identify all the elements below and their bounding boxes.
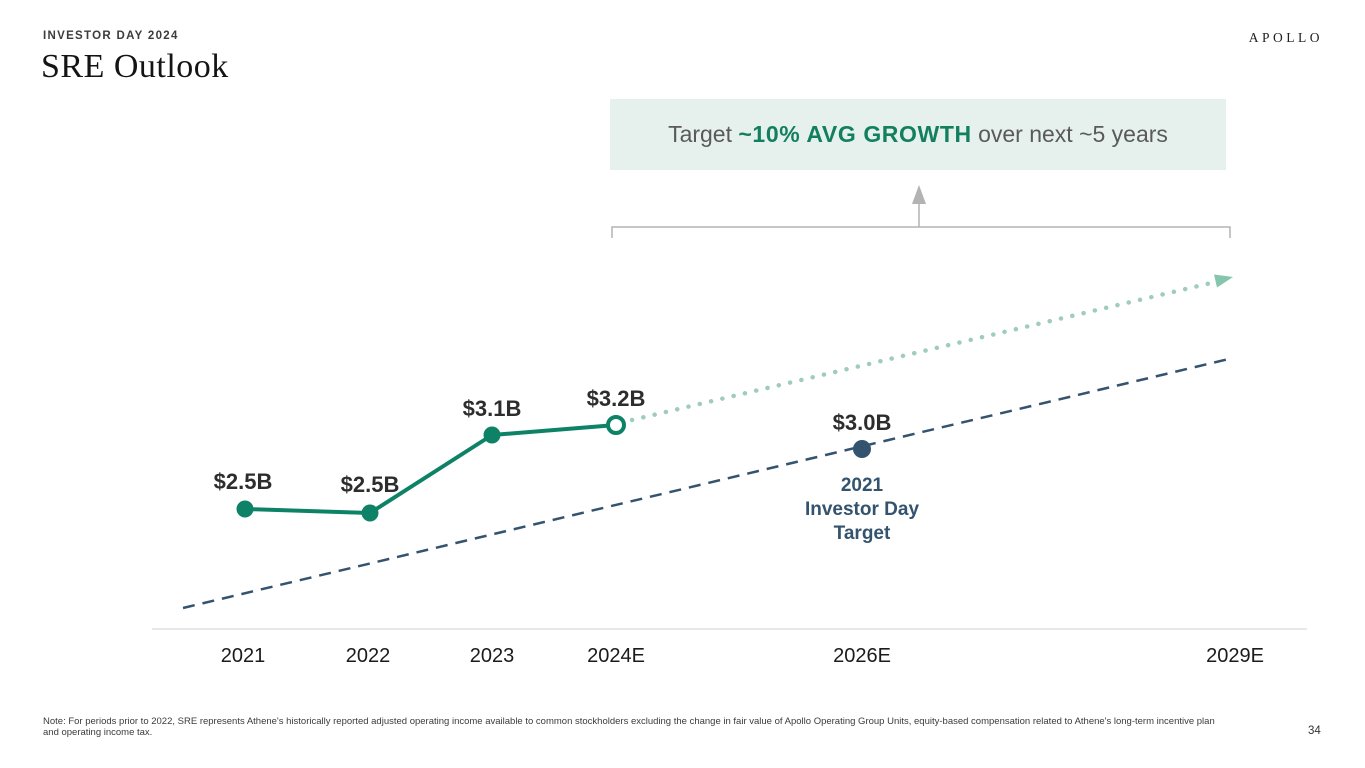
eyebrow-label: INVESTOR DAY 2024 (43, 30, 179, 42)
callout-line-2: Investor Day (804, 499, 920, 520)
banner-suffix: over next ~5 years (971, 121, 1168, 147)
sre-solid-line (244, 423, 617, 515)
x-label-2024e: 2024E (587, 645, 645, 667)
point-2023 (483, 426, 501, 444)
x-label-2021: 2021 (220, 645, 266, 667)
page-title: SRE Outlook (41, 48, 229, 85)
point-2024e-open (606, 415, 626, 435)
x-label-2026e: 2026E (833, 645, 891, 667)
value-label-2026e-target: $3.0B (832, 410, 892, 435)
banner-prefix: Target (668, 121, 739, 147)
value-label-2024e: $3.2B (586, 386, 646, 411)
footnote: Note: For periods prior to 2022, SRE rep… (43, 716, 1283, 738)
bracket-line (611, 226, 1231, 238)
x-label-2029e: 2029E (1206, 645, 1264, 667)
point-2022 (361, 504, 379, 522)
bracket-arrowhead-icon (912, 185, 926, 204)
value-label-2021: $2.5B (213, 469, 273, 494)
value-label-2022: $2.5B (340, 472, 400, 497)
growth-projection-dotted-line (629, 280, 1214, 423)
callout-line-3: Target (833, 523, 891, 544)
target-growth-banner: Target ~10% AVG GROWTH over next ~5 year… (610, 99, 1226, 170)
x-label-2023: 2023 (469, 645, 515, 667)
footnote-line-1: Note: For periods prior to 2022, SRE rep… (43, 716, 1215, 727)
apollo-logo: APOLLO (1248, 30, 1323, 45)
point-2021 (236, 500, 254, 518)
callout-line-1: 2021 (840, 475, 884, 496)
page-number: 34 (1308, 725, 1321, 737)
value-label-2023: $3.1B (462, 396, 522, 421)
x-label-2022: 2022 (345, 645, 391, 667)
banner-highlight: ~10% AVG GROWTH (738, 121, 972, 147)
footnote-line-2: and operating income tax. (43, 727, 153, 738)
investor-day-target-callout: 2021 Investor Day Target (805, 474, 919, 546)
point-2026e-target (853, 440, 871, 458)
growth-projection-arrowhead-icon (1214, 274, 1233, 288)
